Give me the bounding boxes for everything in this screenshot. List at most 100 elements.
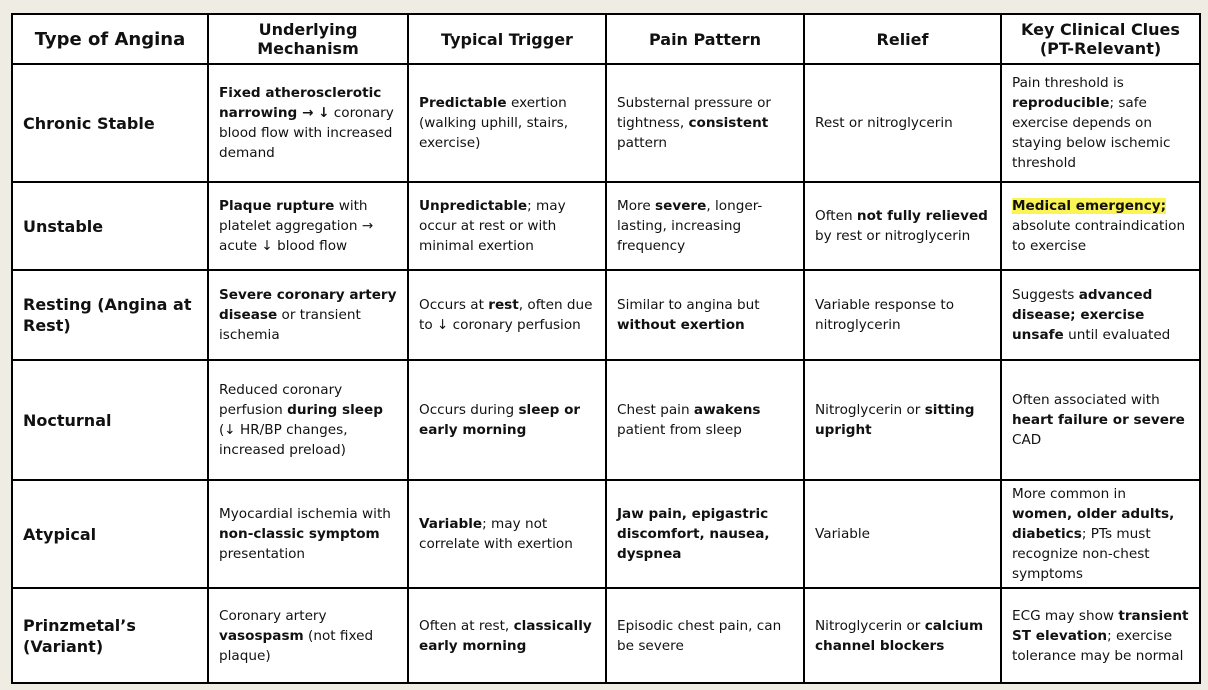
text: More common in <box>1012 486 1126 502</box>
angina-types-table: Type of Angina Underlying Mechanism Typi… <box>11 13 1201 684</box>
cell-type: Unstable <box>11 181 209 271</box>
text: exertion (walking uphill, stairs, exerci… <box>419 95 569 151</box>
bold-text: heart failure or severe <box>1012 412 1185 428</box>
text: Often associated with <box>1012 392 1160 408</box>
cell-trigger: Occurs during sleep or early morning <box>407 359 607 481</box>
cell-relief: Nitroglycerin or calcium channel blocker… <box>803 587 1002 684</box>
cell-pain-pattern: Chest pain awakens patient from sleep <box>605 359 805 481</box>
cell-relief: Often not fully relieved by rest or nitr… <box>803 181 1002 271</box>
cell-pain-pattern: Similar to angina but without exertion <box>605 269 805 361</box>
text: absolute contraindication to exercise <box>1012 218 1186 254</box>
bold-text: Severe coronary artery disease <box>219 287 397 323</box>
bold-text: without exertion <box>617 317 745 333</box>
bold-text: severe <box>655 198 707 214</box>
bold-text: reproducible <box>1012 95 1110 111</box>
bold-text: classically early morning <box>419 617 592 654</box>
header-mechanism: Underlying Mechanism <box>207 13 409 65</box>
bold-text: Variable <box>419 516 483 532</box>
text: with platelet aggregation → acute ↓ bloo… <box>219 198 374 254</box>
text: patient from sleep <box>617 422 742 438</box>
cell-type: Chronic Stable <box>11 63 209 183</box>
text: Variable <box>815 526 871 542</box>
table-body: Chronic Stable Fixed atherosclerotic narr… <box>11 63 1201 684</box>
cell-clinical-clues: Medical emergency; absolute contraindica… <box>1000 181 1201 271</box>
cell-relief: Variable <box>803 479 1002 589</box>
text: (↓ HR/BP changes, increased preload) <box>219 422 348 458</box>
cell-pain-pattern: More severe, longer-lasting, increasing … <box>605 181 805 271</box>
cell-trigger: Variable; may not correlate with exertio… <box>407 479 607 589</box>
header-pain-pattern: Pain Pattern <box>605 13 805 65</box>
bold-text: sleep or early morning <box>419 402 581 438</box>
text: Occurs during <box>419 402 519 418</box>
cell-trigger: Predictable exertion (walking uphill, st… <box>407 63 607 183</box>
bold-text: awakens <box>693 402 761 418</box>
text: Episodic chest pain, can be severe <box>617 617 782 654</box>
bold-text: Predictable <box>419 95 507 111</box>
text: coronary blood flow with increased deman… <box>219 105 394 161</box>
highlighted-text: Medical emergency; <box>1012 198 1167 214</box>
text: until evaluated <box>1063 327 1171 343</box>
cell-trigger: Occurs at rest, often due to ↓ coronary … <box>407 269 607 361</box>
text: Substernal pressure or tightness, <box>617 95 771 131</box>
header-trigger: Typical Trigger <box>407 13 607 65</box>
text: Suggests <box>1012 287 1079 303</box>
text: Nitroglycerin or <box>815 617 925 634</box>
text: Chest pain <box>617 402 694 418</box>
text: Rest or nitroglycerin <box>815 115 953 131</box>
table-row: Resting (Angina at Rest) Severe coronary … <box>11 269 1201 361</box>
text: pattern <box>617 135 667 151</box>
text: Variable response to nitroglycerin <box>815 297 955 333</box>
bold-text: Plaque rupture <box>219 198 335 214</box>
table-row: Chronic Stable Fixed atherosclerotic narr… <box>11 63 1201 183</box>
cell-mechanism: Reduced coronary perfusion during sleep … <box>207 359 409 481</box>
cell-type: Resting (Angina at Rest) <box>11 269 209 361</box>
text: Pain threshold is <box>1012 75 1124 91</box>
text: Reduced coronary perfusion <box>219 382 343 418</box>
header-clinical-clues: Key Clinical Clues (PT-Relevant) <box>1000 13 1201 65</box>
cell-clinical-clues: Often associated with heart failure or s… <box>1000 359 1201 481</box>
cell-trigger: Often at rest, classically early morning <box>407 587 607 684</box>
bold-text: advanced disease; exercise unsafe <box>1012 287 1153 343</box>
bold-text: consistent <box>688 115 769 131</box>
text: Coronary artery <box>219 607 327 624</box>
cell-type: Atypical <box>11 479 209 589</box>
text: presentation <box>219 546 306 562</box>
cell-mechanism: Plaque rupture with platelet aggregation… <box>207 181 409 271</box>
cell-mechanism: Fixed atherosclerotic narrowing → ↓ coro… <box>207 63 409 183</box>
bold-text: Fixed atherosclerotic narrowing → ↓ <box>219 85 382 121</box>
text: Often at rest, <box>419 617 514 634</box>
text: More <box>617 198 656 214</box>
text: , longer-lasting, increasing frequency <box>617 198 763 254</box>
cell-clinical-clues: Suggests advanced disease; exercise unsa… <box>1000 269 1201 361</box>
text: (not fixed plaque) <box>219 627 374 664</box>
text: ; PTs must recognize non-chest symptoms <box>1012 526 1151 582</box>
text: Occurs at <box>419 297 489 313</box>
text: Myocardial ischemia with <box>219 506 391 522</box>
cell-clinical-clues: More common in women, older adults, diab… <box>1000 479 1201 589</box>
bold-text: calcium channel blockers <box>815 617 984 654</box>
bold-text: sitting upright <box>815 402 975 438</box>
text: ; safe exercise depends on staying below… <box>1012 95 1171 171</box>
bold-text: Unpredictable <box>419 198 528 214</box>
bold-text: rest <box>488 297 519 313</box>
table-row: Nocturnal Reduced coronary perfusion duri… <box>11 359 1201 481</box>
bold-text: Jaw pain, epigastric discomfort, nausea,… <box>617 506 770 562</box>
header-row: Type of Angina Underlying Mechanism Typi… <box>11 13 1201 65</box>
cell-trigger: Unpredictable; may occur at rest or with… <box>407 181 607 271</box>
cell-type: Nocturnal <box>11 359 209 481</box>
text: Similar to angina but <box>617 297 760 313</box>
text: ECG may show <box>1012 607 1119 624</box>
text: or transient ischemia <box>219 307 361 343</box>
cell-relief: Nitroglycerin or sitting upright <box>803 359 1002 481</box>
bold-text: transient ST elevation <box>1012 607 1189 644</box>
cell-relief: Variable response to nitroglycerin <box>803 269 1002 361</box>
text: ; may not correlate with exertion <box>419 516 573 552</box>
cell-relief: Rest or nitroglycerin <box>803 63 1002 183</box>
cell-mechanism: Coronary artery vasospasm (not fixed pla… <box>207 587 409 684</box>
bold-text: during sleep <box>287 402 383 418</box>
header-relief: Relief <box>803 13 1002 65</box>
cell-pain-pattern: Episodic chest pain, can be severe <box>605 587 805 684</box>
table-row: Unstable Plaque rupture with platelet agg… <box>11 181 1201 271</box>
table-row: Atypical Myocardial ischemia with non-cla… <box>11 479 1201 589</box>
bold-text: vasospasm <box>219 627 304 644</box>
